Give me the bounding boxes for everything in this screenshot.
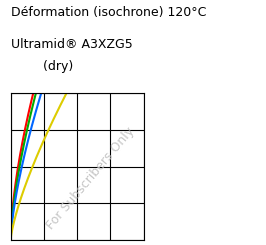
Text: Déformation (isochrone) 120°C: Déformation (isochrone) 120°C: [11, 6, 206, 19]
Text: Ultramid® A3XZG5: Ultramid® A3XZG5: [11, 38, 132, 51]
Text: For Subscribers Only: For Subscribers Only: [44, 125, 137, 232]
Text: (dry): (dry): [11, 60, 73, 73]
